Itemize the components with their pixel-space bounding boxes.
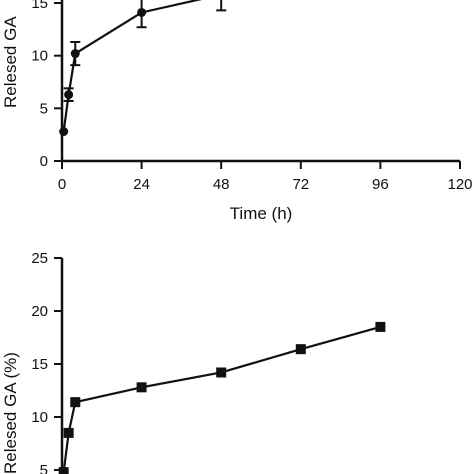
data-point — [70, 397, 81, 408]
data-point — [59, 127, 69, 137]
x-tick-label: 48 — [213, 176, 230, 193]
y-axis-label: Relesed GA — [1, 16, 20, 108]
data-point — [64, 90, 74, 100]
data-point — [375, 321, 386, 332]
series — [58, 321, 386, 474]
y-tick-label: 15 — [31, 0, 48, 12]
data-point — [216, 367, 227, 378]
data-point — [63, 427, 74, 438]
x-tick-label: 120 — [447, 176, 472, 193]
data-point — [137, 7, 147, 17]
x-tick-label: 0 — [58, 176, 66, 193]
y-tick-label: 5 — [40, 100, 48, 117]
y-tick-label: 10 — [31, 48, 48, 65]
series — [59, 0, 227, 137]
y-tick-label: 0 — [40, 153, 48, 170]
y-ticks: 5 10 15 20 25 — [31, 250, 62, 474]
x-tick-label: 24 — [133, 176, 150, 193]
y-tick-label: 20 — [31, 303, 48, 320]
y-ticks: 0 5 10 15 — [31, 0, 62, 170]
data-point — [136, 382, 147, 393]
x-axis-label: Time (h) — [230, 204, 293, 223]
y-tick-label: 15 — [31, 356, 48, 373]
x-tick-label: 72 — [292, 176, 309, 193]
y-tick-label: 5 — [40, 462, 48, 474]
data-point — [58, 467, 69, 474]
data-point — [295, 344, 306, 355]
chart-top: 0 24 48 72 96 120 0 5 10 15 Time (h) Relesed GA — [1, 0, 473, 223]
chart-bottom: 5 10 15 20 25 Relesed GA (%) — [1, 250, 386, 474]
y-tick-label: 25 — [31, 250, 48, 267]
data-point — [70, 49, 80, 59]
x-tick-label: 96 — [372, 176, 389, 193]
x-ticks: 0 24 48 72 96 120 — [58, 161, 473, 193]
y-tick-label: 10 — [31, 409, 48, 426]
series-line — [62, 325, 381, 473]
y-axis-label: Relesed GA (%) — [1, 352, 20, 474]
